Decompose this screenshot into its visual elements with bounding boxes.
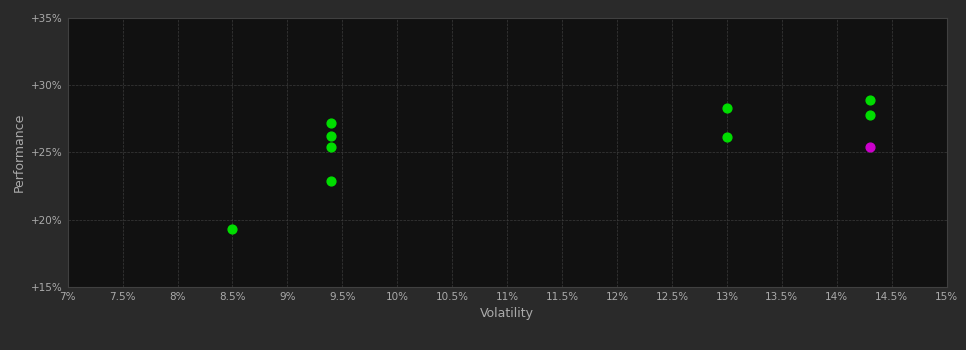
Point bbox=[719, 105, 735, 111]
X-axis label: Volatility: Volatility bbox=[480, 307, 534, 320]
Point bbox=[862, 112, 877, 117]
Point bbox=[862, 97, 877, 103]
Point bbox=[324, 120, 339, 125]
Point bbox=[719, 135, 735, 140]
Point bbox=[324, 133, 339, 139]
Point bbox=[324, 144, 339, 150]
Point bbox=[862, 144, 877, 150]
Point bbox=[324, 178, 339, 183]
Y-axis label: Performance: Performance bbox=[13, 113, 25, 192]
Point bbox=[225, 226, 241, 232]
